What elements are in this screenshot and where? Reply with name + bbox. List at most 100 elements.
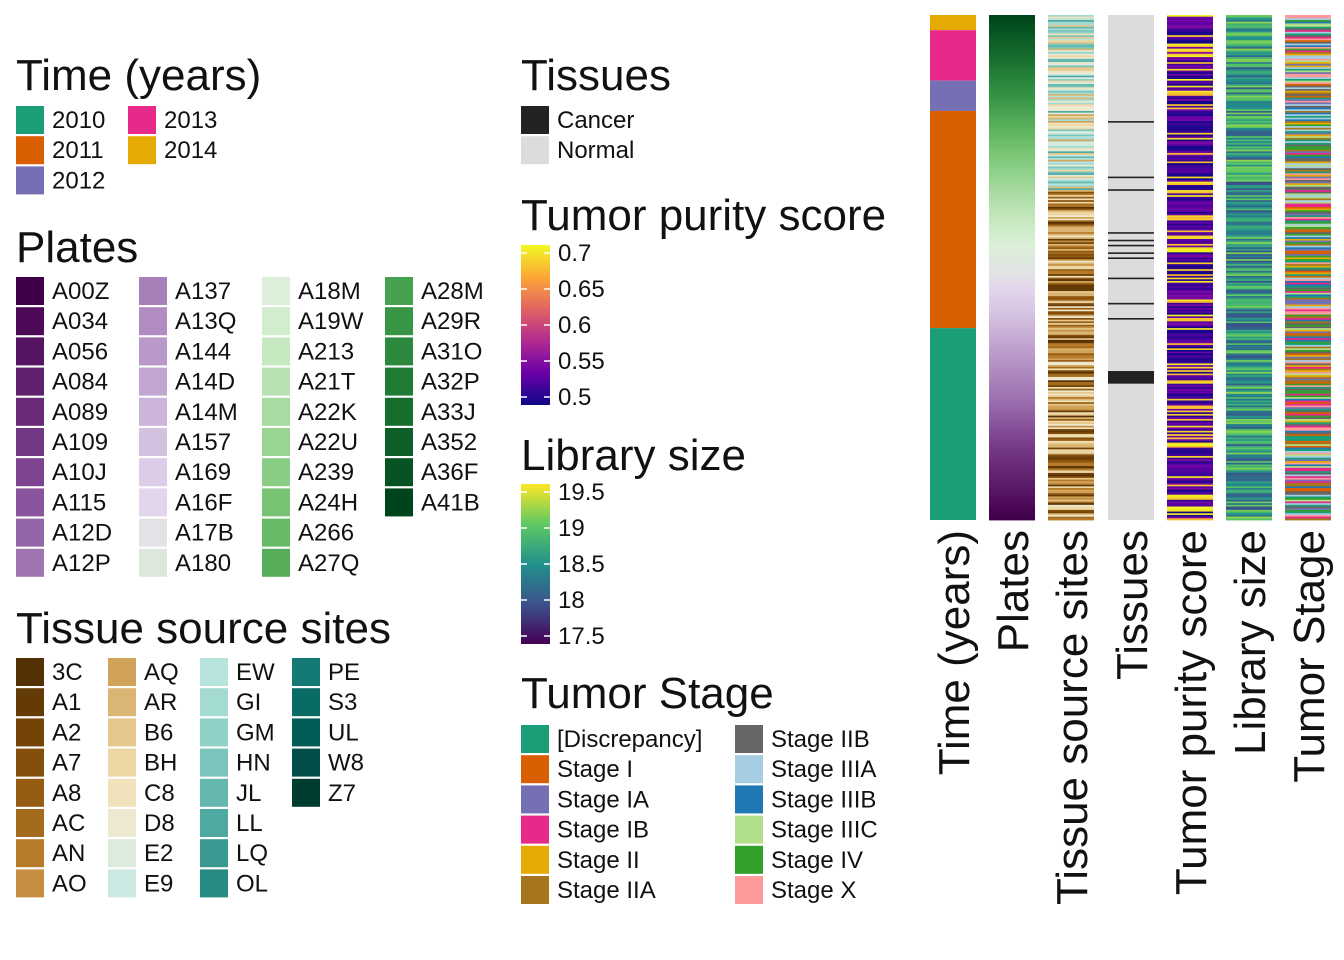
strip-cell — [1226, 264, 1272, 267]
strip-cell — [989, 380, 1035, 383]
strip-cell — [1226, 190, 1272, 193]
strip-cell — [989, 311, 1035, 314]
strip-cell — [989, 28, 1035, 31]
strip-cell — [989, 467, 1035, 470]
legend-swatch — [385, 458, 413, 487]
strip-cell — [1167, 442, 1213, 445]
strip-cell — [1167, 58, 1213, 61]
strip-cell — [1048, 400, 1094, 403]
strip-cell — [1167, 390, 1213, 393]
legend-label: LL — [236, 810, 263, 837]
legend-item-plates: A213 — [262, 337, 354, 366]
strip-cell — [989, 247, 1035, 250]
strip-cell — [1226, 200, 1272, 203]
strip-cell — [1048, 158, 1094, 161]
strip-cell — [1226, 440, 1272, 443]
strip-cell — [1285, 50, 1331, 53]
strip-cell — [989, 498, 1035, 501]
strip-cell — [1048, 434, 1094, 437]
strip-cell — [1226, 373, 1272, 376]
legend-label: A2 — [52, 719, 81, 746]
strip-cell — [1285, 178, 1331, 181]
legend-swatch — [16, 397, 44, 426]
legend-label: A157 — [175, 429, 231, 456]
strip-cell — [1226, 324, 1272, 327]
strip-cell — [1285, 358, 1331, 361]
strip-cell — [1226, 419, 1272, 422]
strip-cell — [1048, 449, 1094, 452]
strip-cell — [1167, 141, 1213, 144]
strip-cell — [1285, 48, 1331, 51]
strip-cell — [1226, 368, 1272, 371]
strip-cell — [1048, 412, 1094, 415]
strip-cell — [989, 233, 1035, 236]
legend-item-plates: A41B — [385, 488, 480, 517]
strip-cell — [1048, 506, 1094, 509]
strip-cell — [1226, 493, 1272, 496]
legend-item-tss: JL — [200, 778, 261, 807]
strip-cell — [1048, 242, 1094, 245]
legend-label: C8 — [144, 780, 175, 807]
strip-cell — [1226, 326, 1272, 329]
legend-swatch — [262, 428, 290, 456]
strip-cell — [1285, 486, 1331, 489]
strip-cell — [1285, 265, 1331, 268]
legend-swatch — [108, 658, 136, 686]
strip-cell — [1226, 306, 1272, 309]
strip-cell — [1285, 484, 1331, 487]
strip-cell — [1048, 457, 1094, 460]
strip-cell — [1167, 397, 1213, 400]
strip-cell — [1226, 513, 1272, 516]
strip-cell — [1167, 407, 1213, 410]
legend-label: A137 — [175, 278, 231, 305]
strip-cell — [989, 95, 1035, 98]
strip-cell — [1167, 122, 1213, 125]
strip-cell — [1285, 65, 1331, 68]
strip-cell — [1285, 368, 1331, 371]
legend-label: LQ — [236, 840, 268, 867]
strip-cell — [1285, 314, 1331, 317]
strip-cell — [1167, 235, 1213, 238]
strip-cell — [1285, 114, 1331, 117]
strip-cell — [1285, 213, 1331, 216]
strip-cell — [1285, 225, 1331, 228]
legend-label: 3C — [52, 659, 83, 686]
strip-cell — [989, 462, 1035, 465]
strip-cell — [1285, 397, 1331, 400]
strip-cell — [1048, 129, 1094, 132]
strip-cell — [989, 183, 1035, 186]
strip-cell — [989, 222, 1035, 225]
legend-item-plates: A109 — [16, 428, 108, 456]
legend-swatch — [16, 136, 44, 165]
strip-cell — [989, 346, 1035, 349]
strip-cell — [1285, 373, 1331, 376]
strip-cell — [989, 15, 1035, 18]
strip-cell — [1285, 370, 1331, 373]
strip-cell — [1226, 498, 1272, 501]
strip-cell — [1048, 482, 1094, 486]
legend-item-tss: E2 — [108, 839, 173, 868]
colorbar-tick-label: 0.65 — [558, 276, 605, 303]
strip-cell — [1167, 147, 1213, 151]
strip-cell — [1285, 440, 1331, 443]
annotation-strip-labels: Time (years) Plates Tissue source sites Tis… — [930, 530, 1334, 905]
strip-cell — [989, 210, 1035, 213]
strip-cell — [1285, 452, 1331, 455]
strip-cell — [1285, 169, 1331, 172]
strip-cell — [989, 482, 1035, 486]
legend-swatch — [262, 488, 290, 517]
strip-cell — [989, 260, 1035, 263]
legend-label: A352 — [421, 429, 477, 456]
strip-cell — [1226, 296, 1272, 299]
strip-cell — [1285, 176, 1331, 179]
legend-swatch — [262, 397, 290, 426]
strip-cell — [1285, 85, 1331, 88]
strip-cell — [989, 169, 1035, 172]
strip-cell — [1226, 355, 1272, 358]
strip-cell — [1167, 31, 1213, 34]
strip-cell — [1285, 191, 1331, 194]
strip-cell — [1226, 316, 1272, 319]
strip-cell — [1226, 242, 1272, 245]
strip-cell — [1048, 371, 1094, 374]
